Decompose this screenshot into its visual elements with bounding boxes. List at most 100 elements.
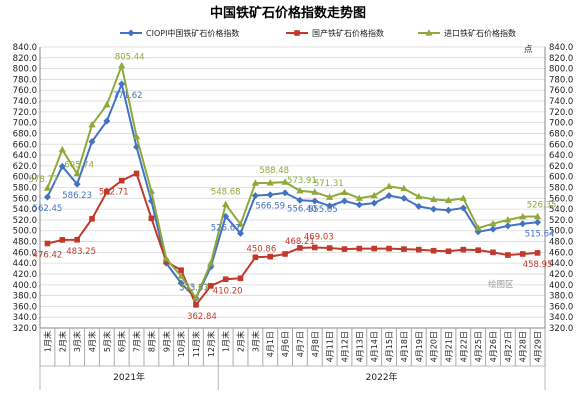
series-lines: [43, 61, 542, 308]
x-tick-label: 4月14日: [370, 331, 379, 362]
y-tick-label-right: 540.0: [549, 205, 573, 215]
y-tick-label-left: 840.0: [13, 43, 37, 53]
data-point: [148, 215, 155, 222]
data-point: [237, 229, 245, 237]
y-tick-label-right: 640.0: [549, 151, 573, 161]
data-point: [519, 251, 526, 257]
data-point: [400, 184, 408, 192]
y-tick-label-right: 820.0: [549, 54, 573, 64]
data-point: [296, 196, 304, 204]
data-point: [177, 272, 185, 279]
data-point: [533, 212, 542, 220]
data-point: [311, 197, 319, 205]
data-point: [415, 246, 422, 253]
data-point: [400, 194, 408, 202]
data-label: 375.63: [179, 283, 209, 293]
data-label: 771.62: [113, 91, 143, 101]
y-tick-label-right: 760.0: [549, 86, 573, 96]
data-point: [73, 169, 81, 177]
y-tick-label-left: 400.0: [13, 281, 37, 291]
data-label: 555.05: [308, 205, 338, 215]
y-tick-label-right: 620.0: [549, 162, 573, 172]
y-tick-label-right: 460.0: [549, 248, 573, 258]
x-tick-label: 4月25日: [474, 331, 483, 362]
data-point: [88, 121, 96, 128]
y-tick-label-left: 460.0: [13, 248, 37, 258]
x-tick-label: 11月末: [191, 331, 201, 357]
data-point: [475, 247, 481, 253]
data-point: [193, 302, 199, 308]
x-tick-label: 4月7日: [296, 331, 305, 357]
data-point: [132, 132, 141, 140]
data-point: [445, 248, 452, 255]
data-point: [281, 178, 289, 185]
x-tick-label: 9月末: [161, 331, 171, 352]
legend-label: 国产铁矿石价格指数: [312, 28, 384, 38]
chart-title: 中国铁矿石价格指数走势图: [210, 5, 366, 21]
data-point: [386, 245, 392, 252]
data-point: [252, 254, 259, 261]
y-tick-label-right: 360.0: [549, 302, 573, 312]
y-tick-label-left: 720.0: [13, 108, 37, 118]
data-point: [401, 246, 407, 252]
data-point: [341, 246, 348, 252]
y-tick-label-right: 560.0: [549, 194, 573, 204]
y-tick-label-left: 680.0: [13, 129, 37, 139]
data-point: [43, 184, 52, 191]
data-point: [415, 202, 423, 210]
data-label: 458.95: [523, 260, 553, 270]
data-point: [519, 212, 527, 220]
y-tick-label-left: 500.0: [13, 227, 37, 237]
x-group-label: 2021年: [113, 371, 145, 383]
data-label: 805.44: [115, 53, 145, 63]
data-point: [222, 200, 230, 208]
data-point: [356, 245, 363, 252]
data-point: [444, 196, 453, 204]
data-label: 556.40: [287, 204, 317, 214]
data-point: [88, 138, 96, 146]
y-tick-label-right: 680.0: [549, 129, 573, 139]
data-point: [355, 201, 363, 209]
x-tick-label: 4月末: [87, 331, 97, 352]
y-tick-label-right: 660.0: [549, 140, 573, 150]
legend-label: CIOPI中国铁矿石价格指数: [146, 28, 239, 38]
data-point: [236, 220, 245, 227]
data-point: [147, 187, 155, 194]
data-point: [58, 162, 66, 170]
data-point: [444, 206, 452, 214]
data-label: 562.45: [33, 204, 63, 214]
data-point: [43, 193, 51, 201]
data-label: 515.64: [525, 229, 555, 239]
x-tick-label: 4月11日: [326, 331, 335, 362]
data-point: [430, 195, 438, 202]
x-tick-label: 4月22日: [459, 331, 468, 362]
x-tick-label: 4月8日: [311, 331, 320, 357]
y-tick-label-right: 520.0: [549, 216, 573, 226]
x-tick-label: 4月20日: [430, 331, 439, 362]
data-point: [371, 245, 377, 252]
data-point: [266, 191, 274, 199]
data-point: [370, 191, 378, 199]
data-point: [474, 224, 482, 231]
x-tick-label: 5月末: [102, 331, 112, 352]
data-label: 373.57: [179, 283, 209, 293]
data-point: [489, 219, 497, 227]
data-label: 586.23: [62, 191, 92, 201]
y-tick-label-left: 360.0: [13, 302, 37, 312]
data-point: [44, 240, 51, 247]
data-point: [73, 180, 81, 188]
data-point: [430, 205, 438, 213]
series-line: [46, 64, 538, 299]
data-label: 476.42: [33, 250, 63, 260]
data-label: 578.77: [29, 175, 59, 185]
x-tick-label: 4月21日: [444, 331, 453, 362]
x-tick-label: 4月13日: [355, 331, 364, 362]
data-point: [385, 192, 393, 200]
plot-area-watermark: 绘图区: [488, 279, 514, 290]
data-point: [340, 197, 348, 205]
data-point: [118, 177, 125, 184]
data-point: [163, 258, 170, 265]
x-tick-label: 12月末: [206, 331, 216, 357]
